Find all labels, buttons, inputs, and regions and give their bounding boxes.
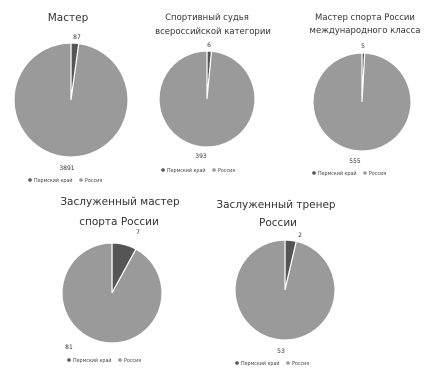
data-label-russia: 555 (349, 158, 361, 165)
data-label-perm-krai: 87 (73, 34, 81, 41)
chart-title-line: спорта России (79, 216, 159, 228)
chart-legend: Пермский край Россия (67, 357, 141, 364)
legend-label: Россия (85, 178, 102, 184)
chart-title-line: Заслуженный тренер (216, 199, 336, 211)
chart-title-line: Мастер (48, 12, 89, 24)
pie-chart-1: Мастер 87 3891 Пермский край Россия (13, 12, 129, 184)
legend-marker (118, 358, 122, 362)
data-label-perm-krai: 6 (207, 42, 211, 49)
legend-marker (235, 361, 239, 365)
legend-marker (28, 178, 32, 182)
legend-marker (312, 171, 316, 175)
legend-label: Россия (218, 168, 235, 174)
data-label-perm-krai: 7 (136, 229, 140, 236)
chart-title-line: Мастер спорта России (315, 13, 415, 23)
pie-slice-russia (61, 242, 163, 344)
chart-title-line: международного класса (310, 26, 421, 36)
legend-marker (212, 168, 216, 172)
legend-marker (161, 168, 165, 172)
legend-label: Россия (292, 361, 309, 367)
legend-label: Пермский край (318, 170, 357, 177)
data-label-russia: 81 (65, 344, 73, 351)
pie-slice-russia (13, 42, 129, 158)
pie-chart-3: Мастер спорта России международного класс… (310, 13, 421, 177)
chart-legend: Пермский край Россия (312, 170, 386, 177)
data-label-russia: 393 (195, 153, 207, 160)
legend-label: Россия (124, 358, 141, 364)
legend-marker (67, 358, 71, 362)
pie-slice-russia (234, 239, 336, 341)
legend-label: Пермский край (34, 177, 73, 184)
legend-marker (286, 361, 290, 365)
legend-marker (363, 171, 367, 175)
chart-legend: Пермский край Россия (161, 167, 235, 174)
pie-chart-2: Спортивный судья всероссийской категории 6… (155, 13, 271, 174)
legend-label: Пермский край (73, 357, 112, 364)
data-label-perm-krai: 2 (298, 232, 302, 239)
pie-slice-russia (158, 50, 256, 148)
legend-label: Россия (369, 171, 386, 177)
pie-slice-russia (312, 52, 412, 152)
chart-legend: Пермский край Россия (28, 177, 102, 184)
chart-title-line: Спортивный судья (165, 13, 249, 23)
chart-title-line: всероссийской категории (155, 27, 271, 37)
chart-legend: Пермский край Россия (235, 360, 309, 367)
chart-title-line: России (259, 217, 297, 229)
data-label-russia: 53 (277, 348, 285, 355)
legend-marker (79, 178, 83, 182)
legend-label: Пермский край (241, 360, 280, 367)
data-label-perm-krai: 5 (361, 43, 365, 50)
data-label-russia: 3891 (59, 165, 74, 172)
legend-label: Пермский край (167, 167, 206, 174)
chart-title-line: Заслуженный мастер (60, 196, 180, 208)
